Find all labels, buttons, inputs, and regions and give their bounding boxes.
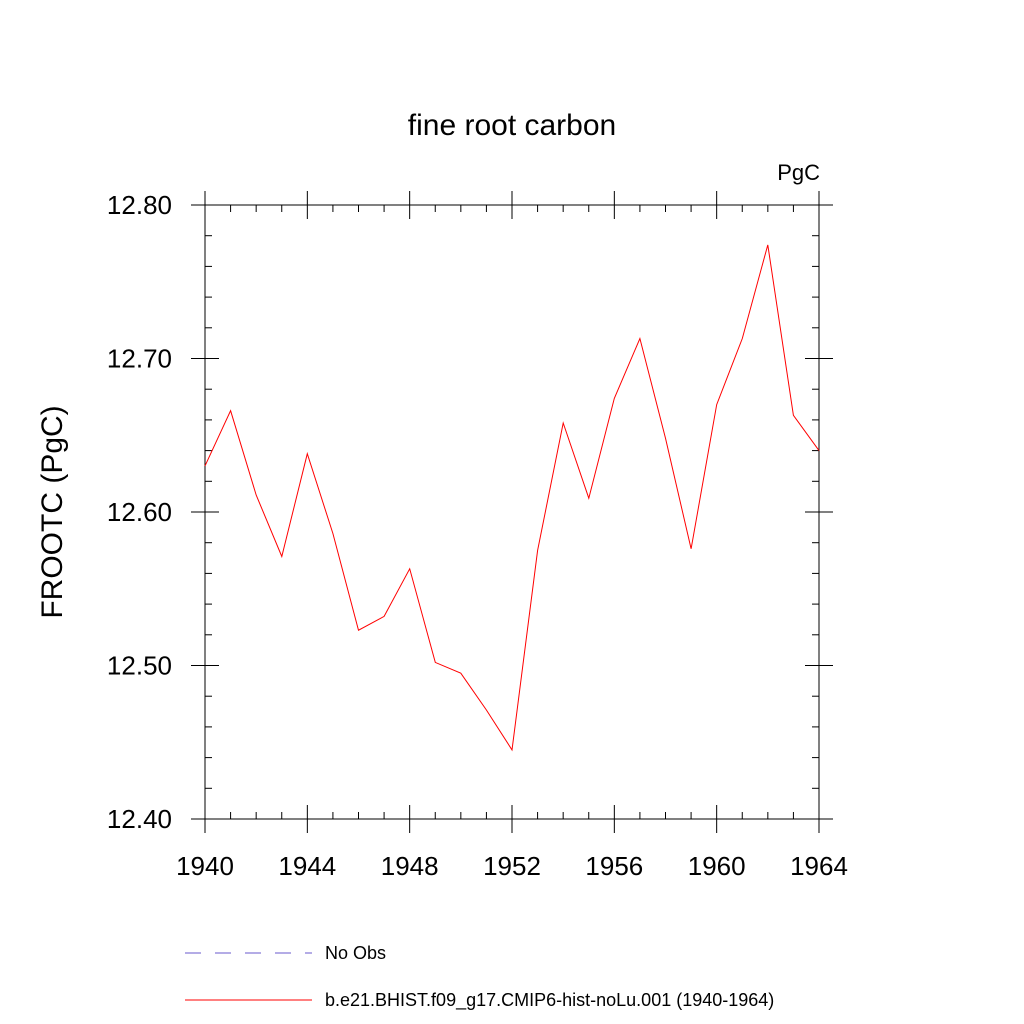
x-tick-label: 1952 xyxy=(483,851,541,881)
x-tick-label: 1960 xyxy=(688,851,746,881)
chart-title: fine root carbon xyxy=(408,109,616,142)
x-tick-label: 1940 xyxy=(176,851,234,881)
y-tick-label: 12.40 xyxy=(107,804,172,834)
x-tick-labels: 1940 1944 1948 1952 1956 1960 1964 xyxy=(176,851,848,881)
plot-frame xyxy=(204,204,820,820)
y-tick-label: 12.60 xyxy=(107,497,172,527)
legend-label-model: b.e21.BHIST.f09_g17.CMIP6-hist-noLu.001 … xyxy=(325,990,774,1011)
axis-ticks xyxy=(191,191,833,833)
x-tick-label: 1964 xyxy=(790,851,848,881)
x-tick-label: 1948 xyxy=(381,851,439,881)
y-tick-label: 12.70 xyxy=(107,344,172,374)
legend-label-no-obs: No Obs xyxy=(325,943,386,963)
y-tick-labels: 12.40 12.50 12.60 12.70 12.80 xyxy=(107,190,172,834)
series-lines xyxy=(204,244,820,752)
y-tick-label: 12.80 xyxy=(107,190,172,220)
units-label: PgC xyxy=(777,160,820,185)
x-tick-label: 1956 xyxy=(585,851,643,881)
y-tick-label: 12.50 xyxy=(107,651,172,681)
y-axis-label: FROOTC (PgC) xyxy=(36,405,69,618)
legend: No Obs b.e21.BHIST.f09_g17.CMIP6-hist-no… xyxy=(185,943,774,1011)
series-line xyxy=(204,244,820,752)
x-tick-label: 1944 xyxy=(278,851,336,881)
